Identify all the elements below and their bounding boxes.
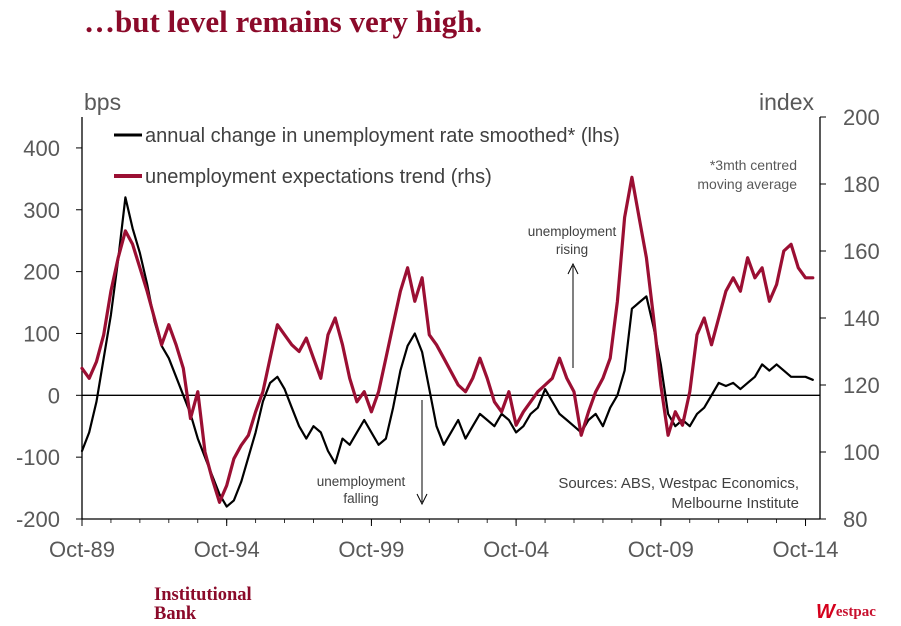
legend-label-red: unemployment expectations trend (rhs) bbox=[145, 166, 492, 188]
left-tick-label: 200 bbox=[23, 260, 60, 285]
left-tick-label: 0 bbox=[48, 383, 60, 408]
footnote-line-2: moving average bbox=[697, 176, 797, 192]
westpac-name: estpac bbox=[835, 604, 876, 620]
legend-label-black: annual change in unemployment rate smoot… bbox=[145, 125, 620, 147]
rising-arrow-head bbox=[567, 262, 579, 275]
logo-line-1: Institutional bbox=[154, 585, 252, 605]
annotation-falling-line-2: falling bbox=[343, 491, 378, 506]
left-tick-label: 400 bbox=[23, 136, 60, 161]
westpac-logo: W estpac bbox=[816, 601, 876, 624]
x-tick-label: Oct-04 bbox=[483, 537, 549, 562]
left-tick-label: -200 bbox=[16, 507, 60, 532]
x-tick-label: Oct-09 bbox=[628, 537, 694, 562]
right-tick-label: 160 bbox=[843, 239, 880, 264]
annotation-rising-line-1: unemployment bbox=[528, 224, 617, 239]
left-axis-ticks: -200 -100 0 100 200 300 400 bbox=[16, 136, 82, 532]
left-tick-label: -100 bbox=[16, 445, 60, 470]
x-tick-label: Oct-89 bbox=[49, 537, 115, 562]
right-tick-label: 120 bbox=[843, 373, 880, 398]
left-tick-label: 100 bbox=[23, 321, 60, 346]
left-tick-label: 300 bbox=[23, 198, 60, 223]
right-tick-label: 180 bbox=[843, 172, 880, 197]
right-axis-unit: index bbox=[759, 89, 814, 115]
unemployment-expectations-line bbox=[80, 175, 815, 504]
falling-arrow-head bbox=[416, 493, 428, 506]
left-axis-unit: bps bbox=[84, 89, 121, 115]
x-tick-label: Oct-14 bbox=[773, 537, 839, 562]
x-tick-label: Oct-94 bbox=[194, 537, 260, 562]
logo-line-2: Bank bbox=[154, 604, 197, 624]
right-tick-label: 80 bbox=[843, 507, 867, 532]
x-axis-ticks: Oct-89 Oct-94 Oct-99 Oct-04 Oct-09 Oct-14 bbox=[49, 519, 839, 562]
right-tick-label: 140 bbox=[843, 306, 880, 331]
westpac-w-mark: W bbox=[816, 601, 835, 623]
right-axis-ticks: 80 100 120 140 160 180 200 bbox=[820, 105, 880, 532]
x-tick-label: Oct-99 bbox=[338, 537, 404, 562]
right-tick-label: 200 bbox=[843, 105, 880, 130]
institutional-bank-logo: Institutional Bank bbox=[154, 586, 252, 624]
unemployment-change-line bbox=[80, 196, 814, 508]
right-tick-label: 100 bbox=[843, 440, 880, 465]
page-title: …but level remains very high. bbox=[84, 4, 483, 39]
legend: annual change in unemployment rate smoot… bbox=[114, 125, 620, 188]
sources-line-2: Melbourne Institute bbox=[671, 495, 799, 512]
footnote-line-1: *3mth centred bbox=[710, 157, 797, 173]
annotation-falling-line-1: unemployment bbox=[317, 474, 406, 489]
series-layer bbox=[80, 175, 815, 508]
sources-line-1: Sources: ABS, Westpac Economics, bbox=[558, 475, 799, 492]
annotation-rising-line-2: rising bbox=[556, 242, 588, 257]
